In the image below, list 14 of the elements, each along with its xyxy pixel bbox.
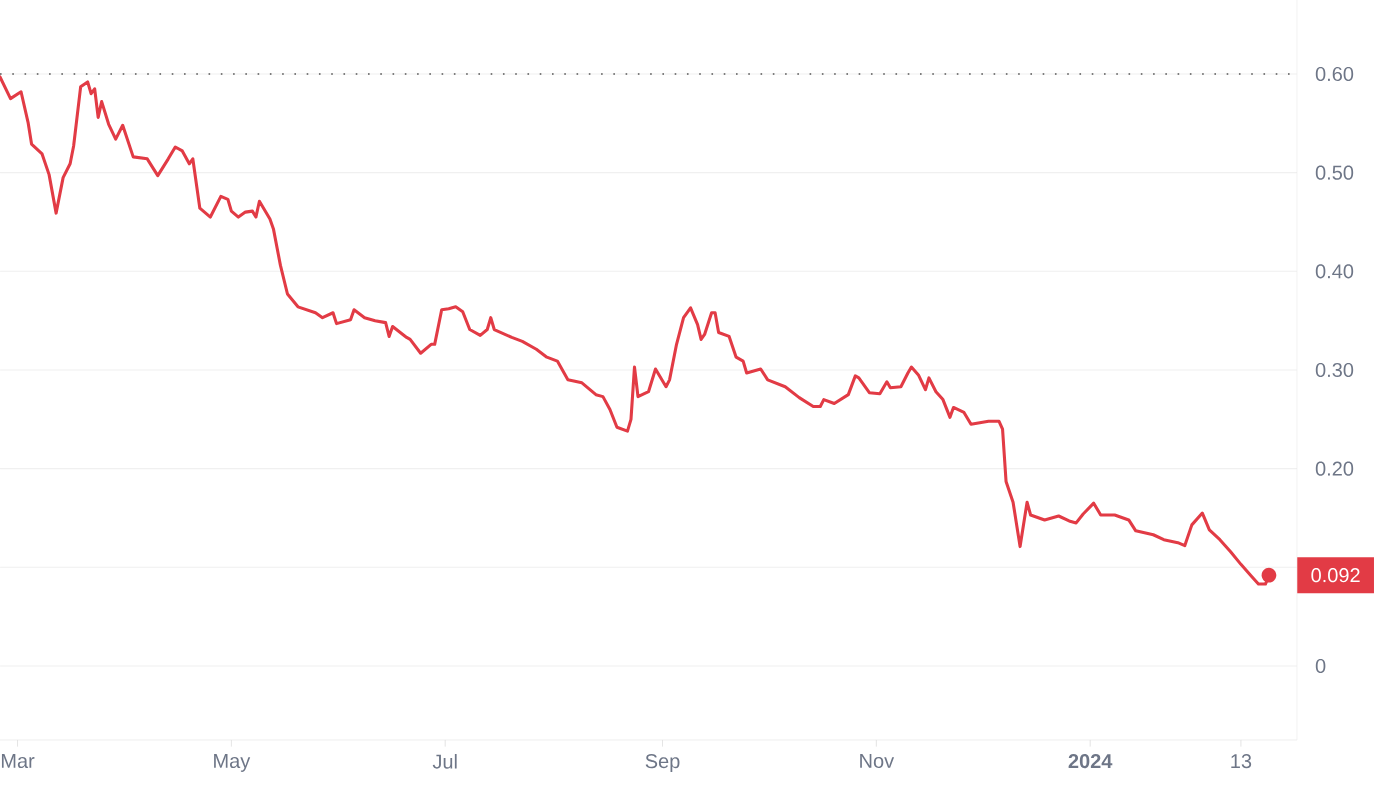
x-tick-label: 2024 xyxy=(1068,754,1113,769)
y-tick-label: 0.60 xyxy=(1315,66,1354,82)
y-tick-label: 0.20 xyxy=(1315,461,1354,476)
x-tick-label: 13 xyxy=(1231,754,1252,769)
y-tick-label: 0.30 xyxy=(1315,362,1354,378)
y-tick-label: 0.50 xyxy=(1315,165,1354,180)
y-tick-label: 0.40 xyxy=(1315,264,1354,279)
annotation: 0.092 xyxy=(1311,568,1360,583)
x-tick-label: Sep xyxy=(645,754,680,773)
x-tick-label: May xyxy=(214,754,251,772)
x-tick-label: Mar xyxy=(1,754,35,768)
x-tick-label: Jul xyxy=(432,754,457,769)
x-tick-label: Nov xyxy=(860,754,895,768)
y-tick-label: 0 xyxy=(1315,658,1326,674)
